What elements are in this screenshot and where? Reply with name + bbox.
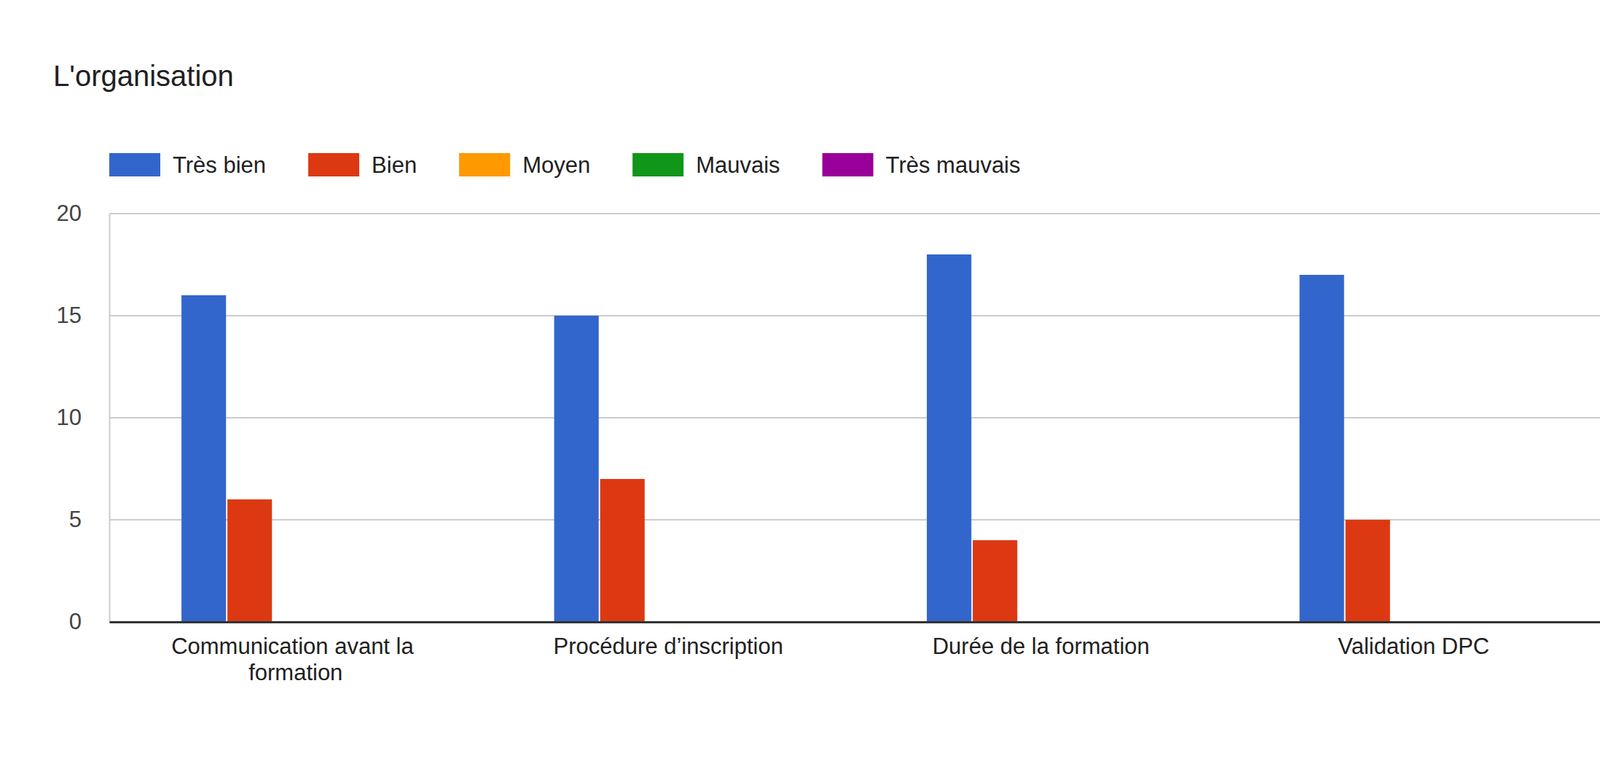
legend-item: Mauvais — [632, 152, 780, 178]
legend-label: Mauvais — [695, 152, 780, 178]
legend-swatch — [459, 153, 511, 177]
title: L'organisation — [53, 59, 234, 92]
y-axis: 0 5 10 15 20 — [56, 200, 111, 634]
bar — [926, 254, 972, 622]
y-tick-label: 5 — [69, 506, 82, 532]
x-tick: Communication avant la formation — [171, 621, 420, 685]
y-tick: 5 — [69, 506, 110, 532]
legend-label: Très bien — [172, 152, 266, 178]
y-tick-label: 10 — [56, 404, 82, 430]
x-tick: Validation DPC — [1337, 621, 1490, 659]
grid-line — [109, 416, 1600, 419]
legend-swatch — [822, 153, 874, 177]
series — [181, 254, 1345, 622]
x-axis: Communication avant la formation Procédur… — [110, 621, 1600, 685]
x-axis-line — [110, 620, 1600, 623]
series — [227, 478, 1391, 622]
grid-line — [109, 212, 1600, 215]
bar — [1345, 519, 1391, 622]
x-tick: Durée de la formation — [932, 621, 1150, 659]
chart: L'organisation 0 5 10 15 20 Communication avan… — [0, 0, 1600, 783]
legend: Très bien Bien Moyen Mauvais Très mauvais — [109, 152, 1021, 178]
y-axis-line — [109, 214, 111, 623]
bar — [181, 295, 226, 622]
grid-line — [109, 314, 1600, 317]
bar — [972, 539, 1018, 622]
bars — [181, 254, 1391, 622]
legend-swatch — [632, 153, 684, 177]
x-tick-label: Communication avant la formation — [171, 633, 420, 685]
y-tick-label: 20 — [56, 200, 82, 226]
y-tick-label: 15 — [56, 302, 82, 328]
y-tick: 20 — [56, 200, 110, 226]
y-tick: 0 — [69, 608, 110, 634]
bar — [1299, 274, 1345, 622]
grid-line — [109, 620, 1600, 623]
bar — [554, 315, 599, 622]
bar — [227, 499, 272, 622]
x-tick-label: Validation DPC — [1337, 633, 1490, 659]
grid — [109, 213, 1600, 622]
x-tick-label: Procédure d’inscription — [553, 633, 784, 659]
x-tick: Procédure d’inscription — [553, 621, 784, 659]
legend-swatch — [109, 153, 161, 177]
legend-item: Très bien — [109, 152, 266, 178]
x-tick-label: Durée de la formation — [932, 633, 1150, 659]
legend-label: Bien — [371, 152, 417, 178]
legend-label: Moyen — [522, 152, 591, 178]
legend-item: Très mauvais — [822, 152, 1021, 178]
legend-item: Moyen — [459, 152, 591, 178]
legend-swatch — [308, 153, 360, 177]
legend-item: Bien — [308, 152, 417, 178]
bar — [600, 478, 645, 622]
legend-label: Très mauvais — [885, 152, 1021, 178]
y-tick: 15 — [56, 302, 110, 328]
y-tick-label: 0 — [69, 608, 82, 634]
y-tick: 10 — [56, 404, 110, 430]
